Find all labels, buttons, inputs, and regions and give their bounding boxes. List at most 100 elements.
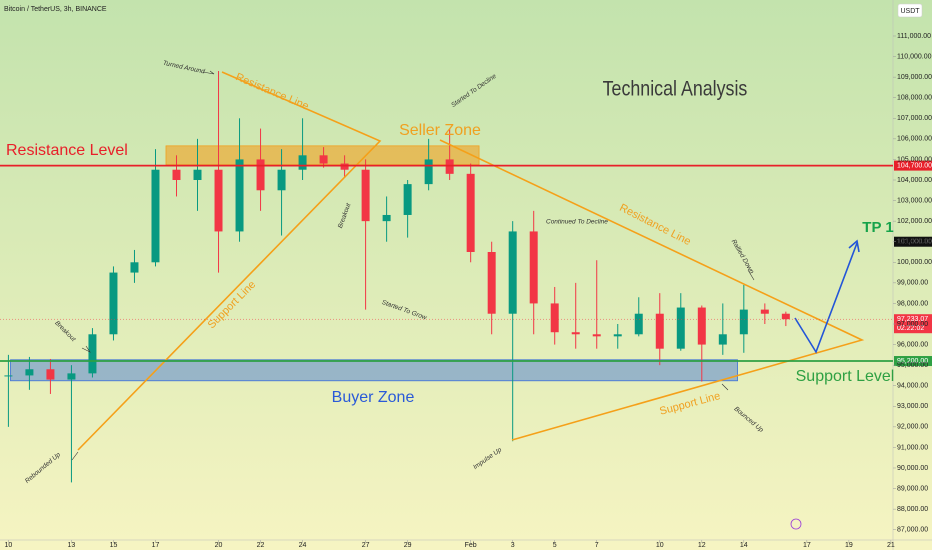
x-tick-label: Feb bbox=[465, 542, 477, 549]
y-tick-label: 97,000.00 bbox=[897, 321, 928, 328]
candle-body bbox=[655, 313, 664, 349]
candle-body bbox=[403, 184, 412, 215]
y-tick-label: 107,000.00 bbox=[897, 115, 932, 122]
y-tick-label: 102,000.00 bbox=[897, 218, 932, 225]
candle-body bbox=[487, 252, 496, 314]
candle-body bbox=[718, 334, 727, 345]
level-label: Resistance Level bbox=[6, 142, 128, 159]
event-icon[interactable] bbox=[790, 518, 802, 530]
candle-body bbox=[697, 307, 706, 345]
y-tick-label: 95,000.00 bbox=[897, 362, 928, 369]
level-label: Support Level bbox=[796, 368, 895, 385]
candle-body bbox=[214, 169, 223, 232]
x-tick-label: 12 bbox=[698, 542, 706, 549]
currency-box[interactable] bbox=[897, 3, 923, 18]
candle-body bbox=[382, 214, 391, 222]
chart-title: Bitcoin / TetherUS, 3h, BINANCE bbox=[4, 6, 107, 13]
zone bbox=[10, 359, 738, 382]
x-tick-label: 20 bbox=[215, 542, 223, 549]
candle-body bbox=[340, 163, 349, 170]
candle-body bbox=[760, 309, 769, 314]
candle-body bbox=[445, 159, 454, 174]
price-tag bbox=[894, 356, 932, 367]
candle-body bbox=[361, 169, 370, 222]
candle-body bbox=[277, 169, 286, 191]
y-tick-label: 98,000.00 bbox=[897, 300, 928, 307]
price-tag-label: 104,700.00 bbox=[897, 162, 932, 169]
x-tick-label: 17 bbox=[803, 542, 811, 549]
candle-body bbox=[88, 334, 97, 374]
arrow bbox=[721, 383, 729, 391]
candle-body bbox=[634, 313, 643, 335]
candle-body bbox=[46, 369, 55, 380]
heading: Technical Analysis bbox=[603, 77, 748, 101]
y-tick-label: 110,000.00 bbox=[897, 53, 932, 60]
candle-body bbox=[508, 231, 517, 314]
candle-body bbox=[256, 159, 265, 191]
y-tick-label: 104,000.00 bbox=[897, 177, 932, 184]
projection-path bbox=[794, 242, 858, 354]
y-tick-label: 92,000.00 bbox=[897, 424, 928, 431]
candle-body bbox=[529, 231, 538, 304]
y-tick-label: 99,000.00 bbox=[897, 280, 928, 287]
trend-lines bbox=[77, 71, 865, 451]
candle-body bbox=[424, 159, 433, 185]
y-tick-label: 87,000.00 bbox=[897, 527, 928, 534]
x-tick-label: 22 bbox=[257, 542, 265, 549]
x-tick-label: 14 bbox=[740, 542, 748, 549]
y-tick-label: 94,000.00 bbox=[897, 383, 928, 390]
x-tick-label: 17 bbox=[152, 542, 160, 549]
y-tick-label: 105,000.00 bbox=[897, 156, 932, 163]
candle-body bbox=[781, 313, 790, 320]
price-tag bbox=[894, 160, 932, 171]
x-tick-label: 7 bbox=[595, 542, 599, 549]
y-tick-label: 91,000.00 bbox=[897, 444, 928, 451]
zone-label: Buyer Zone bbox=[332, 389, 415, 406]
candle-body bbox=[25, 369, 34, 376]
candle-body bbox=[235, 159, 244, 232]
candle-body bbox=[571, 332, 580, 335]
candle-body bbox=[676, 307, 685, 349]
candle-body bbox=[172, 169, 181, 180]
arrow bbox=[81, 345, 91, 353]
y-tick-label: 93,000.00 bbox=[897, 403, 928, 410]
y-tick-label: 108,000.00 bbox=[897, 95, 932, 102]
x-tick-label: 15 bbox=[110, 542, 118, 549]
y-tick-label: 100,000.00 bbox=[897, 259, 932, 266]
candle-body bbox=[109, 272, 118, 335]
candle-body bbox=[4, 375, 13, 377]
candle-body bbox=[67, 373, 76, 380]
price-tag-label: 101,000.00 bbox=[897, 239, 932, 246]
x-tick-label: 10 bbox=[656, 542, 664, 549]
price-tag bbox=[894, 236, 932, 247]
x-tick-label: 3 bbox=[511, 542, 515, 549]
y-tick-label: 106,000.00 bbox=[897, 136, 932, 143]
y-tick-label: 90,000.00 bbox=[897, 465, 928, 472]
candle-body bbox=[151, 169, 160, 263]
candle-body bbox=[739, 309, 748, 335]
candle-body bbox=[550, 303, 559, 333]
arrow bbox=[71, 451, 79, 461]
candle-body bbox=[193, 169, 202, 180]
y-tick-label: 96,000.00 bbox=[897, 341, 928, 348]
annotation: Continued To Decline bbox=[546, 219, 608, 226]
currency: USDT bbox=[900, 8, 920, 15]
y-tick-label: 109,000.00 bbox=[897, 74, 932, 81]
x-tick-label: 19 bbox=[845, 542, 853, 549]
last-price-label: 97,233.07 bbox=[897, 316, 928, 323]
right-triangle bbox=[439, 139, 865, 441]
candle-body bbox=[592, 334, 601, 337]
y-tick-label: 88,000.00 bbox=[897, 506, 928, 513]
projection bbox=[794, 239, 860, 354]
projection-arrowhead bbox=[848, 239, 860, 253]
zone-label: Seller Zone bbox=[399, 122, 481, 139]
target-label: TP 1 bbox=[862, 219, 893, 236]
candle-body bbox=[130, 262, 139, 273]
y-tick-label: 101,000.00 bbox=[897, 239, 932, 246]
y-tick-label: 103,000.00 bbox=[897, 197, 932, 204]
x-tick-label: 10 bbox=[5, 542, 13, 549]
x-tick-label: 27 bbox=[362, 542, 370, 549]
price-tag-label: 95,200.00 bbox=[897, 358, 928, 365]
